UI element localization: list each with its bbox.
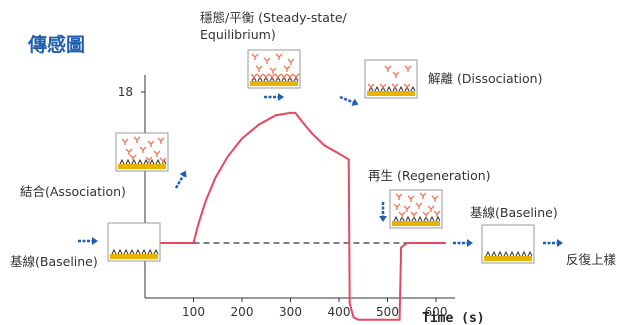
- panel-regeneration: [390, 190, 442, 228]
- label-steady-state-1: 穩態/平衡 (Steady-state/: [200, 9, 347, 26]
- label-baseline-left: 基線(Baseline): [10, 253, 98, 270]
- label-steady-state-2: Equilibrium): [200, 26, 276, 43]
- panel-baseline-right: [482, 225, 534, 263]
- axes: [145, 75, 455, 298]
- x-tick-label: 200: [231, 305, 254, 319]
- flow-arrow-right: [543, 239, 563, 247]
- panel-baseline-left: [108, 223, 160, 261]
- x-tick-label: 500: [376, 305, 399, 319]
- label-repeat: 反復上樣: [566, 251, 616, 268]
- panel-steady-state: [248, 50, 300, 88]
- flow-arrow-mid: [453, 239, 473, 247]
- label-baseline-right: 基線(Baseline): [470, 204, 558, 221]
- panel-dissociation: [365, 60, 417, 98]
- flow-arrow-regeneration: [379, 202, 387, 222]
- x-tick-label: 400: [328, 305, 351, 319]
- label-association: 結合(Association): [20, 183, 126, 200]
- flow-arrow-association: [173, 169, 190, 190]
- flow-arrow-left: [78, 237, 98, 245]
- panel-association: [116, 133, 168, 171]
- x-tick-label: 300: [279, 305, 302, 319]
- label-regeneration: 再生 (Regeneration): [368, 167, 491, 184]
- flow-arrow-dissociation: [339, 93, 361, 108]
- x-ticks: 100 200 300 400 500 600: [182, 298, 447, 319]
- flow-arrow-steady: [264, 93, 284, 101]
- y-tick-label: 18: [118, 85, 133, 99]
- x-axis-label: Time (s): [422, 311, 485, 325]
- label-dissociation: 解離 (Dissociation): [428, 70, 542, 87]
- x-tick-label: 100: [182, 305, 205, 319]
